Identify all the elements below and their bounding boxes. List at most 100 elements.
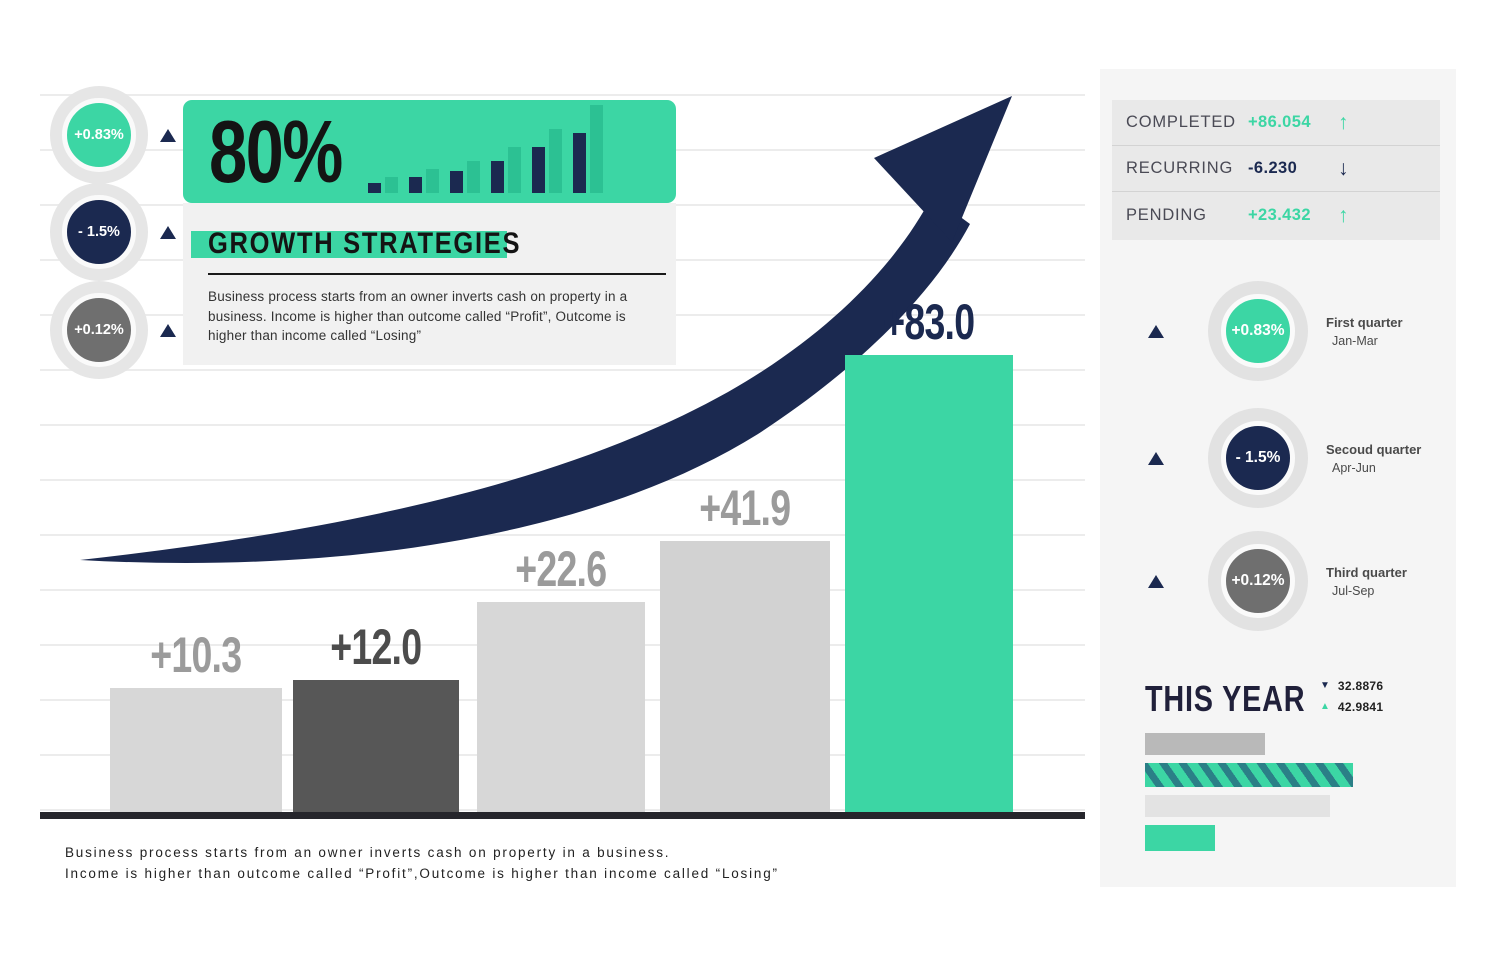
badge-row-q1: +0.83% — [50, 86, 176, 184]
quarter-value: +0.12% — [1221, 544, 1295, 618]
quarter-months: Jul-Sep — [1332, 583, 1375, 598]
up-arrow-icon: ↑ — [1338, 203, 1349, 227]
chart-bar-group: +12.0 — [293, 618, 459, 812]
quarter-period: Third quarter — [1326, 564, 1407, 580]
mini-bar-pair — [409, 169, 439, 193]
triangle-up-icon — [160, 225, 176, 239]
chart-bar — [110, 688, 282, 812]
down-arrow-icon: ↓ — [1338, 157, 1349, 180]
triangle-up-icon — [1148, 574, 1164, 588]
mini-bar-navy — [368, 183, 381, 193]
stat-label: COMPLETED — [1126, 113, 1236, 131]
mini-bar-pair — [573, 105, 603, 193]
quarter-badge: +0.83% — [50, 86, 148, 184]
badge-value: +0.83% — [62, 98, 136, 172]
chart-bar — [845, 355, 1013, 812]
quarter-value: +0.83% — [1221, 294, 1295, 368]
footer-caption: Business process starts from an owner in… — [65, 842, 779, 884]
quarter-text: Secoud quarter Apr-Jun — [1326, 442, 1421, 475]
progress-bar — [1145, 825, 1215, 851]
stat-label: RECURRING — [1126, 159, 1234, 177]
legend-value: 32.8876 — [1337, 679, 1384, 693]
chart-bar-group: +10.3 — [110, 626, 282, 812]
mini-bar-navy — [450, 171, 463, 193]
mini-bar-navy — [409, 177, 422, 193]
quarter-row-first: +0.83% First quarter Jan-Mar — [1148, 281, 1403, 381]
legend-row: ▼ 32.8876 — [1320, 679, 1383, 693]
triangle-up-icon — [160, 128, 176, 142]
badge-value: +0.12% — [62, 293, 136, 367]
stat-row-completed: COMPLETED +86.054 ↑ — [1112, 100, 1440, 146]
quarter-text: First quarter Jan-Mar — [1326, 315, 1403, 348]
chart-bar — [477, 602, 645, 812]
quarter-text: Third quarter Jul-Sep — [1326, 565, 1407, 598]
stat-value: -6.230 — [1248, 159, 1298, 177]
mini-bar-green — [385, 177, 398, 193]
quarter-badge: - 1.5% — [50, 183, 148, 281]
right-panel: COMPLETED +86.054 ↑ RECURRING -6.230 ↓ P… — [1100, 69, 1456, 887]
chart-baseline — [40, 812, 1085, 819]
mini-bar-green — [467, 161, 480, 193]
mini-bar-green — [426, 169, 439, 193]
badge-value: - 1.5% — [62, 195, 136, 269]
mini-bar-navy — [532, 147, 545, 193]
quarter-badge: +0.12% — [50, 281, 148, 379]
chart-bar-group: +41.9 — [660, 479, 830, 812]
triangle-up-icon: ▲ — [1320, 701, 1330, 712]
chart-bar — [660, 541, 830, 812]
title-underline — [208, 273, 666, 275]
this-year-legend: ▼ 32.8876 ▲ 42.9841 — [1320, 679, 1383, 721]
mini-bar-chart — [368, 98, 648, 193]
mini-bar-pair — [450, 161, 480, 193]
quarter-period: First quarter — [1326, 314, 1403, 330]
progress-bar — [1145, 733, 1265, 755]
mini-bar-green — [508, 147, 521, 193]
quarter-row-second: - 1.5% Secoud quarter Apr-Jun — [1148, 408, 1421, 508]
mini-bar-green — [590, 105, 603, 193]
progress-bar — [1145, 763, 1353, 787]
bar-value-label: +10.3 — [150, 627, 242, 683]
header-box: 80% — [183, 100, 676, 203]
mini-bar-navy — [573, 133, 586, 193]
footer-line-1: Business process starts from an owner in… — [65, 845, 671, 860]
mini-bar-green — [549, 129, 562, 193]
quarter-value: - 1.5% — [1221, 421, 1295, 495]
this-year-bars — [1145, 733, 1353, 851]
bar-value-label: +22.6 — [515, 541, 607, 597]
chart-bar — [293, 680, 459, 812]
triangle-up-icon — [1148, 324, 1164, 338]
quarter-row-third: +0.12% Third quarter Jul-Sep — [1148, 531, 1407, 631]
description-text: Business process starts from an owner in… — [208, 289, 628, 344]
quarter-badge: +0.83% — [1208, 281, 1308, 381]
triangle-down-icon: ▼ — [1320, 680, 1330, 691]
mini-bar-navy — [491, 161, 504, 193]
mini-bar-pair — [491, 147, 521, 193]
footer-line-2: Income is higher than outcome called “Pr… — [65, 866, 779, 881]
chart-bar-group: +22.6 — [477, 540, 645, 812]
stat-row-recurring: RECURRING -6.230 ↓ — [1112, 146, 1440, 192]
progress-bar — [1145, 795, 1330, 817]
stat-row-pending: PENDING +23.432 ↑ — [1112, 192, 1440, 238]
quarter-months: Apr-Jun — [1332, 460, 1376, 475]
mini-bar-pair — [368, 177, 398, 193]
triangle-up-icon — [160, 323, 176, 337]
quarter-period: Secoud quarter — [1326, 441, 1422, 457]
bar-value-label: +83.0 — [883, 294, 975, 350]
chart-bar-group: +83.0 — [845, 293, 1013, 812]
quarter-badge: +0.12% — [1208, 531, 1308, 631]
stat-value: +23.432 — [1248, 205, 1311, 224]
stats-box: COMPLETED +86.054 ↑ RECURRING -6.230 ↓ P… — [1112, 100, 1440, 240]
header-panel: GROWTH STRATEGIES Business process start… — [183, 203, 676, 365]
legend-value: 42.9841 — [1337, 700, 1384, 714]
badge-row-q2: - 1.5% — [50, 183, 176, 281]
this-year-title: THIS YEAR — [1145, 678, 1306, 719]
quarter-badge: - 1.5% — [1208, 408, 1308, 508]
triangle-up-icon — [1148, 451, 1164, 465]
page-title: GROWTH STRATEGIES — [208, 227, 522, 260]
stat-value: +86.054 — [1248, 113, 1311, 131]
up-arrow-icon: ↑ — [1338, 111, 1349, 134]
mini-bar-pair — [532, 129, 562, 193]
badge-row-q3: +0.12% — [50, 281, 176, 379]
stat-label: PENDING — [1126, 205, 1207, 224]
